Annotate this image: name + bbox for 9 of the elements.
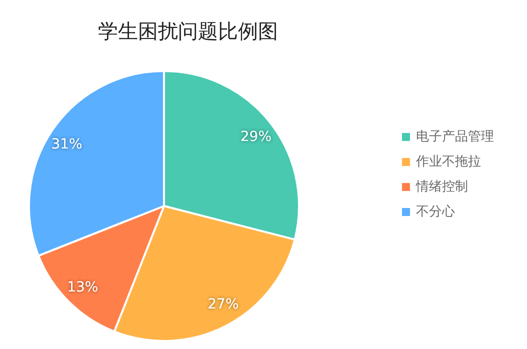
data-label: 27% bbox=[208, 296, 239, 313]
legend-label: 不分心 bbox=[416, 204, 455, 220]
data-label: 29% bbox=[240, 128, 272, 145]
chart-title: 学生困扰问题比例图 bbox=[98, 19, 278, 43]
legend-label: 电子产品管理 bbox=[416, 130, 494, 144]
legend-label: 作业不拖拉 bbox=[415, 154, 481, 170]
data-label: 13% bbox=[67, 279, 98, 296]
legend-label: 情绪控制 bbox=[415, 180, 468, 194]
data-label: 31% bbox=[51, 136, 82, 153]
